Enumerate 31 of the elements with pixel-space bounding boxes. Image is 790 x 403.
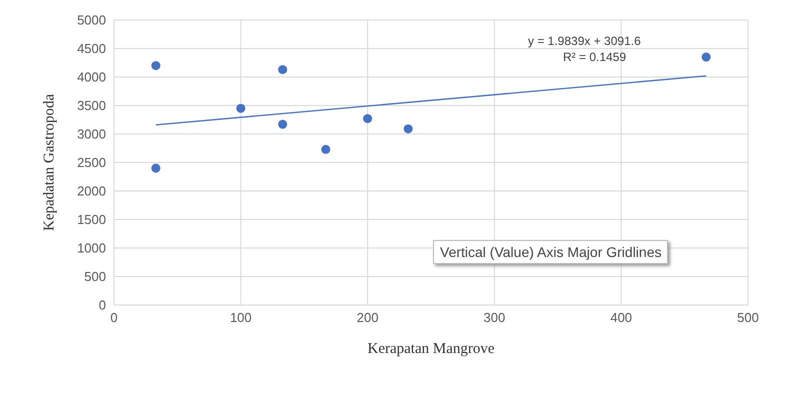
x-tick-label: 400	[610, 310, 632, 326]
point	[278, 120, 288, 129]
point	[151, 164, 160, 173]
y-tick-label: 3000	[77, 126, 106, 142]
y-tick-label: 4500	[77, 41, 106, 56]
point	[236, 104, 246, 113]
point	[363, 114, 372, 124]
y-tick-label: 500	[84, 269, 106, 284]
annotation: Vertical (Value) Axis Major Gridlines	[433, 240, 668, 264]
y-tick-label: 2000	[77, 184, 106, 199]
point	[702, 52, 711, 62]
y-tick-label: 2500	[77, 155, 106, 170]
y-axis-title: Kepadatan Gastropoda	[41, 94, 58, 232]
y-tick-label: 3500	[77, 98, 106, 114]
x-axis-title: Kerapatan Mangrove	[367, 341, 495, 357]
x-tick-label: 0	[110, 310, 118, 326]
y-tick-label: 4000	[77, 70, 106, 85]
annotation: R² = 0.1459	[563, 50, 626, 64]
y-tick-label: 1500	[77, 212, 106, 228]
point	[404, 124, 413, 134]
x-tick-label: 300	[484, 310, 506, 326]
x-tick-label: 500	[737, 310, 759, 326]
y-tick-label: 5000	[77, 12, 106, 28]
point	[278, 65, 288, 74]
point	[321, 144, 330, 154]
point	[151, 61, 160, 70]
annotation: y = 1.9839x + 3091.6	[528, 34, 641, 48]
x-tick-label: 200	[356, 310, 378, 326]
x-tick-label: 100	[230, 310, 252, 326]
y-tick-label: 1000	[77, 240, 106, 256]
y-tick-label: 0	[98, 298, 106, 313]
